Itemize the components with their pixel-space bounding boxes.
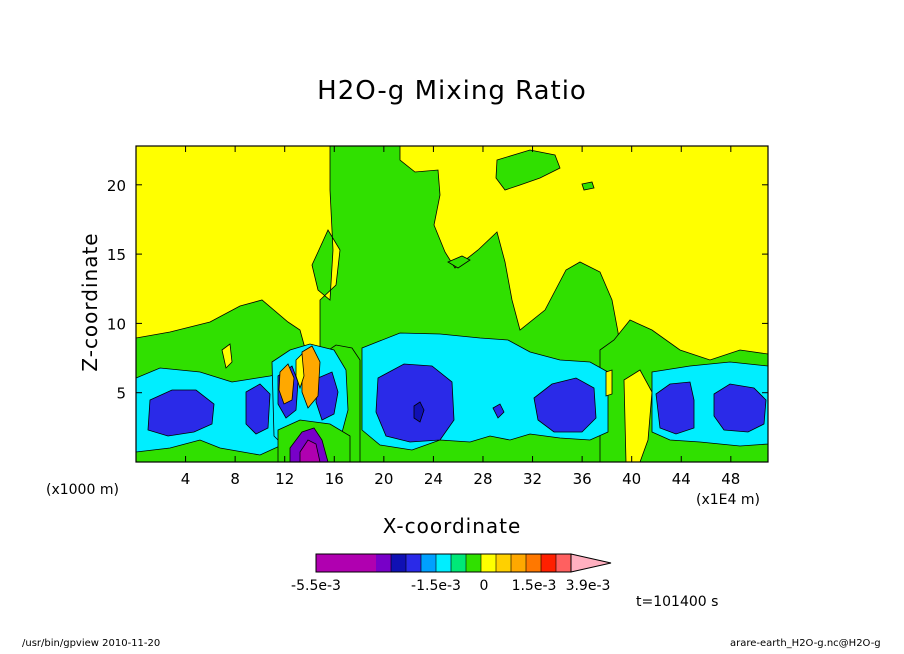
colorbar-arrow bbox=[570, 553, 612, 573]
colorbar-swatch bbox=[331, 554, 346, 572]
colorbar-swatch bbox=[451, 554, 466, 572]
x-tick-label: 40 bbox=[622, 470, 641, 488]
time-label: t=101400 s bbox=[636, 594, 719, 610]
colorbar-swatch bbox=[481, 554, 496, 572]
region-blue-small bbox=[492, 403, 505, 419]
region-orange-core-right bbox=[301, 345, 321, 409]
colorbar-label: 0 bbox=[480, 578, 489, 594]
colorbar-swatch bbox=[436, 554, 451, 572]
x-tick-label: 48 bbox=[721, 470, 740, 488]
region-green-top-right bbox=[495, 149, 561, 191]
colorbar-swatch bbox=[556, 554, 571, 572]
x-unit-right-label: (x1E4 m) bbox=[696, 492, 760, 508]
region-blue-core bbox=[413, 401, 425, 423]
colorbar-frame bbox=[315, 553, 572, 573]
region-magenta-base bbox=[299, 439, 321, 462]
x-tick-label: 8 bbox=[230, 470, 240, 488]
y-tick-label: 20 bbox=[107, 177, 126, 195]
region-yellow-small-1 bbox=[221, 343, 233, 369]
y-tick-label: 5 bbox=[116, 385, 126, 403]
plot-frame bbox=[135, 145, 769, 463]
region-blue-right3 bbox=[713, 383, 767, 433]
x-tick-label: 4 bbox=[181, 470, 191, 488]
x-ticks: 4 8 12 16 20 24 28 32 36 40 44 48 bbox=[181, 146, 740, 488]
region-blue-core-right bbox=[315, 371, 339, 421]
region-green-blob-tiny bbox=[581, 181, 595, 191]
region-blue-left bbox=[147, 389, 215, 437]
y-tick-label: 15 bbox=[107, 246, 126, 264]
colorbar-swatch bbox=[376, 554, 391, 572]
colorbar-swatch bbox=[346, 554, 361, 572]
x-tick-label: 28 bbox=[473, 470, 492, 488]
colorbar-labels: -5.5e-3 -1.5e-3 0 1.5e-3 3.9e-3 bbox=[291, 578, 610, 594]
region-orange-core-left bbox=[278, 363, 295, 405]
x-unit-left-label: (x1000 m) bbox=[46, 482, 119, 498]
region-yellow-core bbox=[295, 353, 305, 390]
region-blue-right1 bbox=[533, 377, 597, 433]
footer-program-date: /usr/bin/gpview 2010-11-20 bbox=[22, 638, 161, 649]
colorbar-label: -1.5e-3 bbox=[411, 578, 461, 594]
colorbar-swatch bbox=[511, 554, 526, 572]
colorbar bbox=[315, 553, 612, 573]
region-yellow-small-2 bbox=[605, 369, 613, 397]
x-tick-label: 12 bbox=[275, 470, 294, 488]
x-tick-label: 44 bbox=[672, 470, 691, 488]
x-tick-label: 36 bbox=[573, 470, 592, 488]
x-tick-label: 24 bbox=[424, 470, 443, 488]
x-axis-label: X-coordinate bbox=[382, 514, 522, 538]
colorbar-swatch bbox=[541, 554, 556, 572]
colorbar-swatch bbox=[421, 554, 436, 572]
contour-field bbox=[136, 146, 768, 462]
x-tick-label: 20 bbox=[374, 470, 393, 488]
region-blue-center bbox=[375, 363, 455, 443]
x-tick-label: 32 bbox=[523, 470, 542, 488]
colorbar-swatch bbox=[361, 554, 376, 572]
y-tick-label: 10 bbox=[107, 315, 126, 333]
x-tick-label: 16 bbox=[325, 470, 344, 488]
region-green-blob-small bbox=[447, 255, 471, 269]
region-blue-right2 bbox=[655, 381, 695, 435]
colorbar-swatch bbox=[496, 554, 511, 572]
y-ticks: 5 10 15 20 bbox=[107, 177, 768, 403]
colorbar-swatch bbox=[391, 554, 406, 572]
colorbar-label: 1.5e-3 bbox=[512, 578, 557, 594]
footer-source-file: arare-earth_H2O-g.nc@H2O-g bbox=[730, 638, 881, 649]
colorbar-swatch bbox=[466, 554, 481, 572]
region-blue-left2 bbox=[245, 383, 271, 435]
colorbar-label: 3.9e-3 bbox=[566, 578, 611, 594]
colorbar-label: -5.5e-3 bbox=[291, 578, 341, 594]
colorbar-swatch bbox=[406, 554, 421, 572]
chart-title: H2O-g Mixing Ratio bbox=[317, 76, 587, 106]
colorbar-swatch bbox=[316, 554, 331, 572]
colorbar-swatch bbox=[526, 554, 541, 572]
